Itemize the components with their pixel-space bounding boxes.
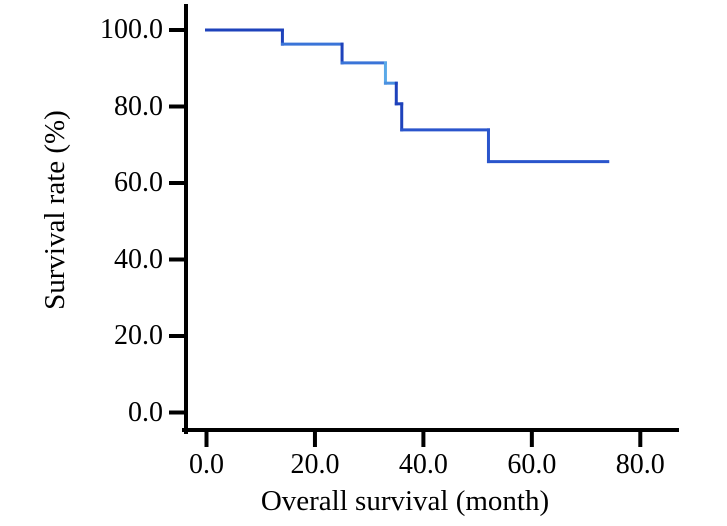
x-tick-label: 80.0	[615, 449, 665, 480]
x-axis-title: Overall survival (month)	[260, 485, 550, 517]
y-tick-label: 40.0	[114, 243, 163, 275]
x-tick-label: 40.0	[398, 449, 448, 480]
y-tick-label: 100.0	[100, 14, 163, 45]
y-tick-label: 20.0	[114, 320, 163, 351]
x-tick-label: 60.0	[507, 449, 557, 480]
y-tick-label: 80.0	[114, 90, 163, 122]
y-tick-label: 0.0	[128, 396, 163, 428]
x-tick-label: 0.0	[189, 449, 224, 480]
x-tick-label: 20.0	[290, 449, 340, 480]
y-tick-label: 60.0	[114, 167, 163, 198]
